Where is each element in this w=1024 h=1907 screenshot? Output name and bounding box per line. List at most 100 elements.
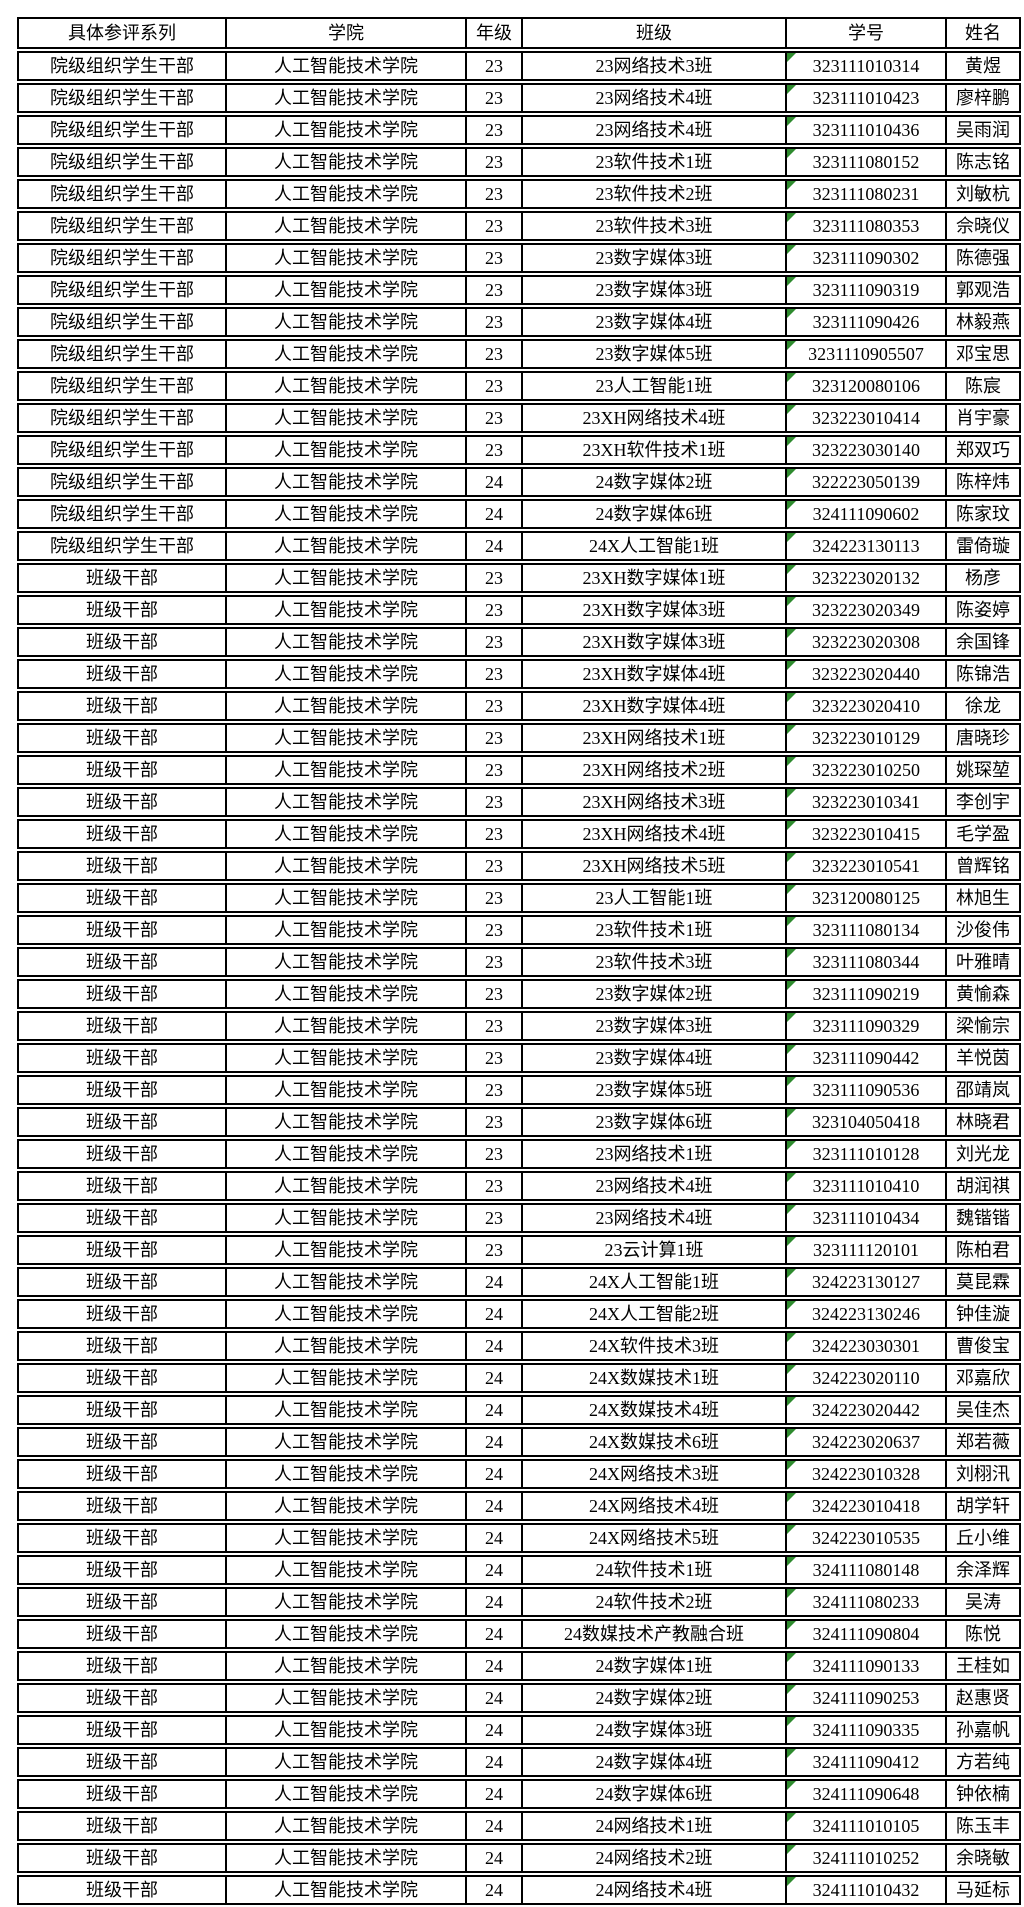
name-cell[interactable]: 王桂如 — [947, 1651, 1021, 1681]
college-cell[interactable]: 人工智能技术学院 — [227, 211, 467, 241]
student-id-cell[interactable]: 324223020637 — [787, 1427, 947, 1457]
class-cell[interactable]: 24数字媒体6班 — [523, 1779, 787, 1809]
series-cell[interactable]: 班级干部 — [17, 659, 227, 689]
grade-cell[interactable]: 23 — [467, 979, 523, 1009]
college-cell[interactable]: 人工智能技术学院 — [227, 1075, 467, 1105]
student-id-cell[interactable]: 324223010418 — [787, 1491, 947, 1521]
grade-cell[interactable]: 24 — [467, 1683, 523, 1713]
student-id-cell[interactable]: 323223010414 — [787, 403, 947, 433]
grade-cell[interactable]: 23 — [467, 595, 523, 625]
grade-cell[interactable]: 23 — [467, 851, 523, 881]
series-cell[interactable]: 班级干部 — [17, 1715, 227, 1745]
series-cell[interactable]: 班级干部 — [17, 1363, 227, 1393]
class-cell[interactable]: 23网络技术4班 — [523, 83, 787, 113]
name-cell[interactable]: 姚琛堃 — [947, 755, 1021, 785]
student-id-cell[interactable]: 323111090426 — [787, 307, 947, 337]
grade-cell[interactable]: 23 — [467, 563, 523, 593]
college-cell[interactable]: 人工智能技术学院 — [227, 339, 467, 369]
name-cell[interactable]: 陈德强 — [947, 243, 1021, 273]
student-id-cell[interactable]: 323223020349 — [787, 595, 947, 625]
class-cell[interactable]: 23软件技术2班 — [523, 179, 787, 209]
name-cell[interactable]: 郑双巧 — [947, 435, 1021, 465]
name-cell[interactable]: 林晓君 — [947, 1107, 1021, 1137]
name-cell[interactable]: 魏锴锴 — [947, 1203, 1021, 1233]
grade-cell[interactable]: 24 — [467, 1779, 523, 1809]
series-cell[interactable]: 班级干部 — [17, 1843, 227, 1873]
class-cell[interactable]: 24X网络技术4班 — [523, 1491, 787, 1521]
class-cell[interactable]: 23XH数字媒体4班 — [523, 659, 787, 689]
name-cell[interactable]: 郑若薇 — [947, 1427, 1021, 1457]
grade-cell[interactable]: 24 — [467, 1811, 523, 1841]
grade-cell[interactable]: 23 — [467, 1107, 523, 1137]
college-cell[interactable]: 人工智能技术学院 — [227, 723, 467, 753]
name-cell[interactable]: 肖宇豪 — [947, 403, 1021, 433]
name-cell[interactable]: 黄煜 — [947, 51, 1021, 81]
grade-cell[interactable]: 24 — [467, 499, 523, 529]
name-cell[interactable]: 莫昆霖 — [947, 1267, 1021, 1297]
series-cell[interactable]: 院级组织学生干部 — [17, 307, 227, 337]
student-id-cell[interactable]: 324111090133 — [787, 1651, 947, 1681]
name-cell[interactable]: 钟依楠 — [947, 1779, 1021, 1809]
grade-cell[interactable]: 23 — [467, 51, 523, 81]
series-cell[interactable]: 班级干部 — [17, 819, 227, 849]
student-id-cell[interactable]: 323223030140 — [787, 435, 947, 465]
class-cell[interactable]: 23数字媒体3班 — [523, 243, 787, 273]
name-cell[interactable]: 叶雅晴 — [947, 947, 1021, 977]
series-cell[interactable]: 班级干部 — [17, 883, 227, 913]
name-cell[interactable]: 方若纯 — [947, 1747, 1021, 1777]
series-cell[interactable]: 班级干部 — [17, 1203, 227, 1233]
student-id-cell[interactable]: 323223020132 — [787, 563, 947, 593]
class-cell[interactable]: 24软件技术1班 — [523, 1555, 787, 1585]
class-cell[interactable]: 23XH网络技术4班 — [523, 819, 787, 849]
name-cell[interactable]: 陈姿婷 — [947, 595, 1021, 625]
series-cell[interactable]: 班级干部 — [17, 1107, 227, 1137]
grade-cell[interactable]: 23 — [467, 339, 523, 369]
name-cell[interactable]: 刘敏杭 — [947, 179, 1021, 209]
name-cell[interactable]: 徐龙 — [947, 691, 1021, 721]
column-header-3[interactable]: 班级 — [523, 17, 787, 49]
grade-cell[interactable]: 23 — [467, 883, 523, 913]
class-cell[interactable]: 23XH网络技术3班 — [523, 787, 787, 817]
name-cell[interactable]: 刘栩汛 — [947, 1459, 1021, 1489]
student-id-cell[interactable]: 324111090648 — [787, 1779, 947, 1809]
college-cell[interactable]: 人工智能技术学院 — [227, 1683, 467, 1713]
column-header-4[interactable]: 学号 — [787, 17, 947, 49]
student-id-cell[interactable]: 323111080344 — [787, 947, 947, 977]
college-cell[interactable]: 人工智能技术学院 — [227, 915, 467, 945]
class-cell[interactable]: 24软件技术2班 — [523, 1587, 787, 1617]
student-id-cell[interactable]: 324111010105 — [787, 1811, 947, 1841]
class-cell[interactable]: 23数字媒体3班 — [523, 1011, 787, 1041]
name-cell[interactable]: 吴佳杰 — [947, 1395, 1021, 1425]
series-cell[interactable]: 院级组织学生干部 — [17, 51, 227, 81]
college-cell[interactable]: 人工智能技术学院 — [227, 51, 467, 81]
series-cell[interactable]: 院级组织学生干部 — [17, 339, 227, 369]
class-cell[interactable]: 24数字媒体4班 — [523, 1747, 787, 1777]
class-cell[interactable]: 23XH数字媒体3班 — [523, 595, 787, 625]
name-cell[interactable]: 沙俊伟 — [947, 915, 1021, 945]
student-id-cell[interactable]: 324111090412 — [787, 1747, 947, 1777]
name-cell[interactable]: 陈玉丰 — [947, 1811, 1021, 1841]
class-cell[interactable]: 24网络技术2班 — [523, 1843, 787, 1873]
class-cell[interactable]: 23软件技术1班 — [523, 915, 787, 945]
grade-cell[interactable]: 24 — [467, 1523, 523, 1553]
class-cell[interactable]: 24X软件技术3班 — [523, 1331, 787, 1361]
college-cell[interactable]: 人工智能技术学院 — [227, 1395, 467, 1425]
series-cell[interactable]: 院级组织学生干部 — [17, 211, 227, 241]
college-cell[interactable]: 人工智能技术学院 — [227, 1619, 467, 1649]
name-cell[interactable]: 林毅燕 — [947, 307, 1021, 337]
student-id-cell[interactable]: 323223010541 — [787, 851, 947, 881]
name-cell[interactable]: 陈志铭 — [947, 147, 1021, 177]
college-cell[interactable]: 人工智能技术学院 — [227, 627, 467, 657]
grade-cell[interactable]: 24 — [467, 467, 523, 497]
grade-cell[interactable]: 23 — [467, 211, 523, 241]
series-cell[interactable]: 院级组织学生干部 — [17, 275, 227, 305]
name-cell[interactable]: 余泽辉 — [947, 1555, 1021, 1585]
grade-cell[interactable]: 24 — [467, 1459, 523, 1489]
student-id-cell[interactable]: 324223020442 — [787, 1395, 947, 1425]
class-cell[interactable]: 23XH数字媒体4班 — [523, 691, 787, 721]
grade-cell[interactable]: 24 — [467, 1395, 523, 1425]
grade-cell[interactable]: 23 — [467, 1235, 523, 1265]
student-id-cell[interactable]: 323111080134 — [787, 915, 947, 945]
series-cell[interactable]: 班级干部 — [17, 1171, 227, 1201]
series-cell[interactable]: 院级组织学生干部 — [17, 371, 227, 401]
